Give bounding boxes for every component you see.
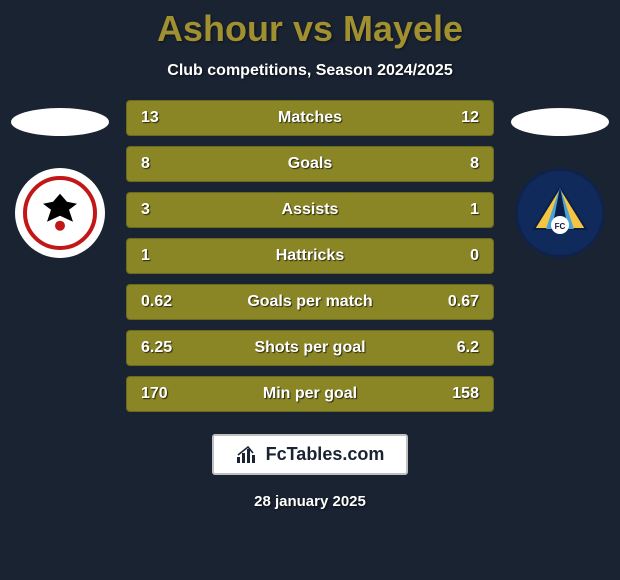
- stat-label: Hattricks: [276, 247, 344, 265]
- stat-left-value: 8: [141, 155, 181, 173]
- club-badge-left: [15, 168, 105, 258]
- comparison-container: 13 Matches 12 8 Goals 8 3 Assists 1 1 Ha…: [0, 100, 620, 422]
- footer: FcTables.com 28 january 2025: [0, 434, 620, 510]
- stat-right-value: 8: [439, 155, 479, 173]
- stat-right-value: 158: [439, 385, 479, 403]
- stat-row: 170 Min per goal 158: [126, 376, 494, 412]
- player-photo-placeholder-right: [511, 108, 609, 136]
- stat-row: 1 Hattricks 0: [126, 238, 494, 274]
- svg-text:FC: FC: [555, 222, 566, 231]
- club-badge-right: FC: [515, 168, 605, 258]
- stat-label: Min per goal: [263, 385, 357, 403]
- pyramid-icon: FC: [524, 177, 596, 249]
- stat-left-value: 1: [141, 247, 181, 265]
- stat-right-value: 1: [439, 201, 479, 219]
- stat-left-value: 6.25: [141, 339, 181, 357]
- stat-right-value: 0.67: [439, 293, 479, 311]
- stat-row: 3 Assists 1: [126, 192, 494, 228]
- stat-label: Goals: [288, 155, 332, 173]
- branding-link[interactable]: FcTables.com: [212, 434, 409, 475]
- player-photo-placeholder-left: [11, 108, 109, 136]
- stat-row: 13 Matches 12: [126, 100, 494, 136]
- stats-table: 13 Matches 12 8 Goals 8 3 Assists 1 1 Ha…: [120, 100, 500, 422]
- stat-label: Assists: [282, 201, 339, 219]
- stat-left-value: 0.62: [141, 293, 181, 311]
- stat-label: Shots per goal: [254, 339, 365, 357]
- stat-left-value: 170: [141, 385, 181, 403]
- stat-row: 8 Goals 8: [126, 146, 494, 182]
- chart-icon: [236, 446, 258, 464]
- stat-right-value: 6.2: [439, 339, 479, 357]
- stat-right-value: 0: [439, 247, 479, 265]
- stat-right-value: 12: [439, 109, 479, 127]
- date-text: 28 january 2025: [0, 493, 620, 510]
- eagle-icon: [37, 188, 83, 234]
- left-player-column: [0, 100, 120, 258]
- page-title: Ashour vs Mayele: [0, 0, 620, 50]
- branding-text: FcTables.com: [266, 444, 385, 465]
- stat-label: Matches: [278, 109, 342, 127]
- stat-row: 6.25 Shots per goal 6.2: [126, 330, 494, 366]
- stat-left-value: 13: [141, 109, 181, 127]
- right-player-column: FC: [500, 100, 620, 258]
- stat-label: Goals per match: [247, 293, 372, 311]
- stat-row: 0.62 Goals per match 0.67: [126, 284, 494, 320]
- stat-left-value: 3: [141, 201, 181, 219]
- page-subtitle: Club competitions, Season 2024/2025: [0, 62, 620, 80]
